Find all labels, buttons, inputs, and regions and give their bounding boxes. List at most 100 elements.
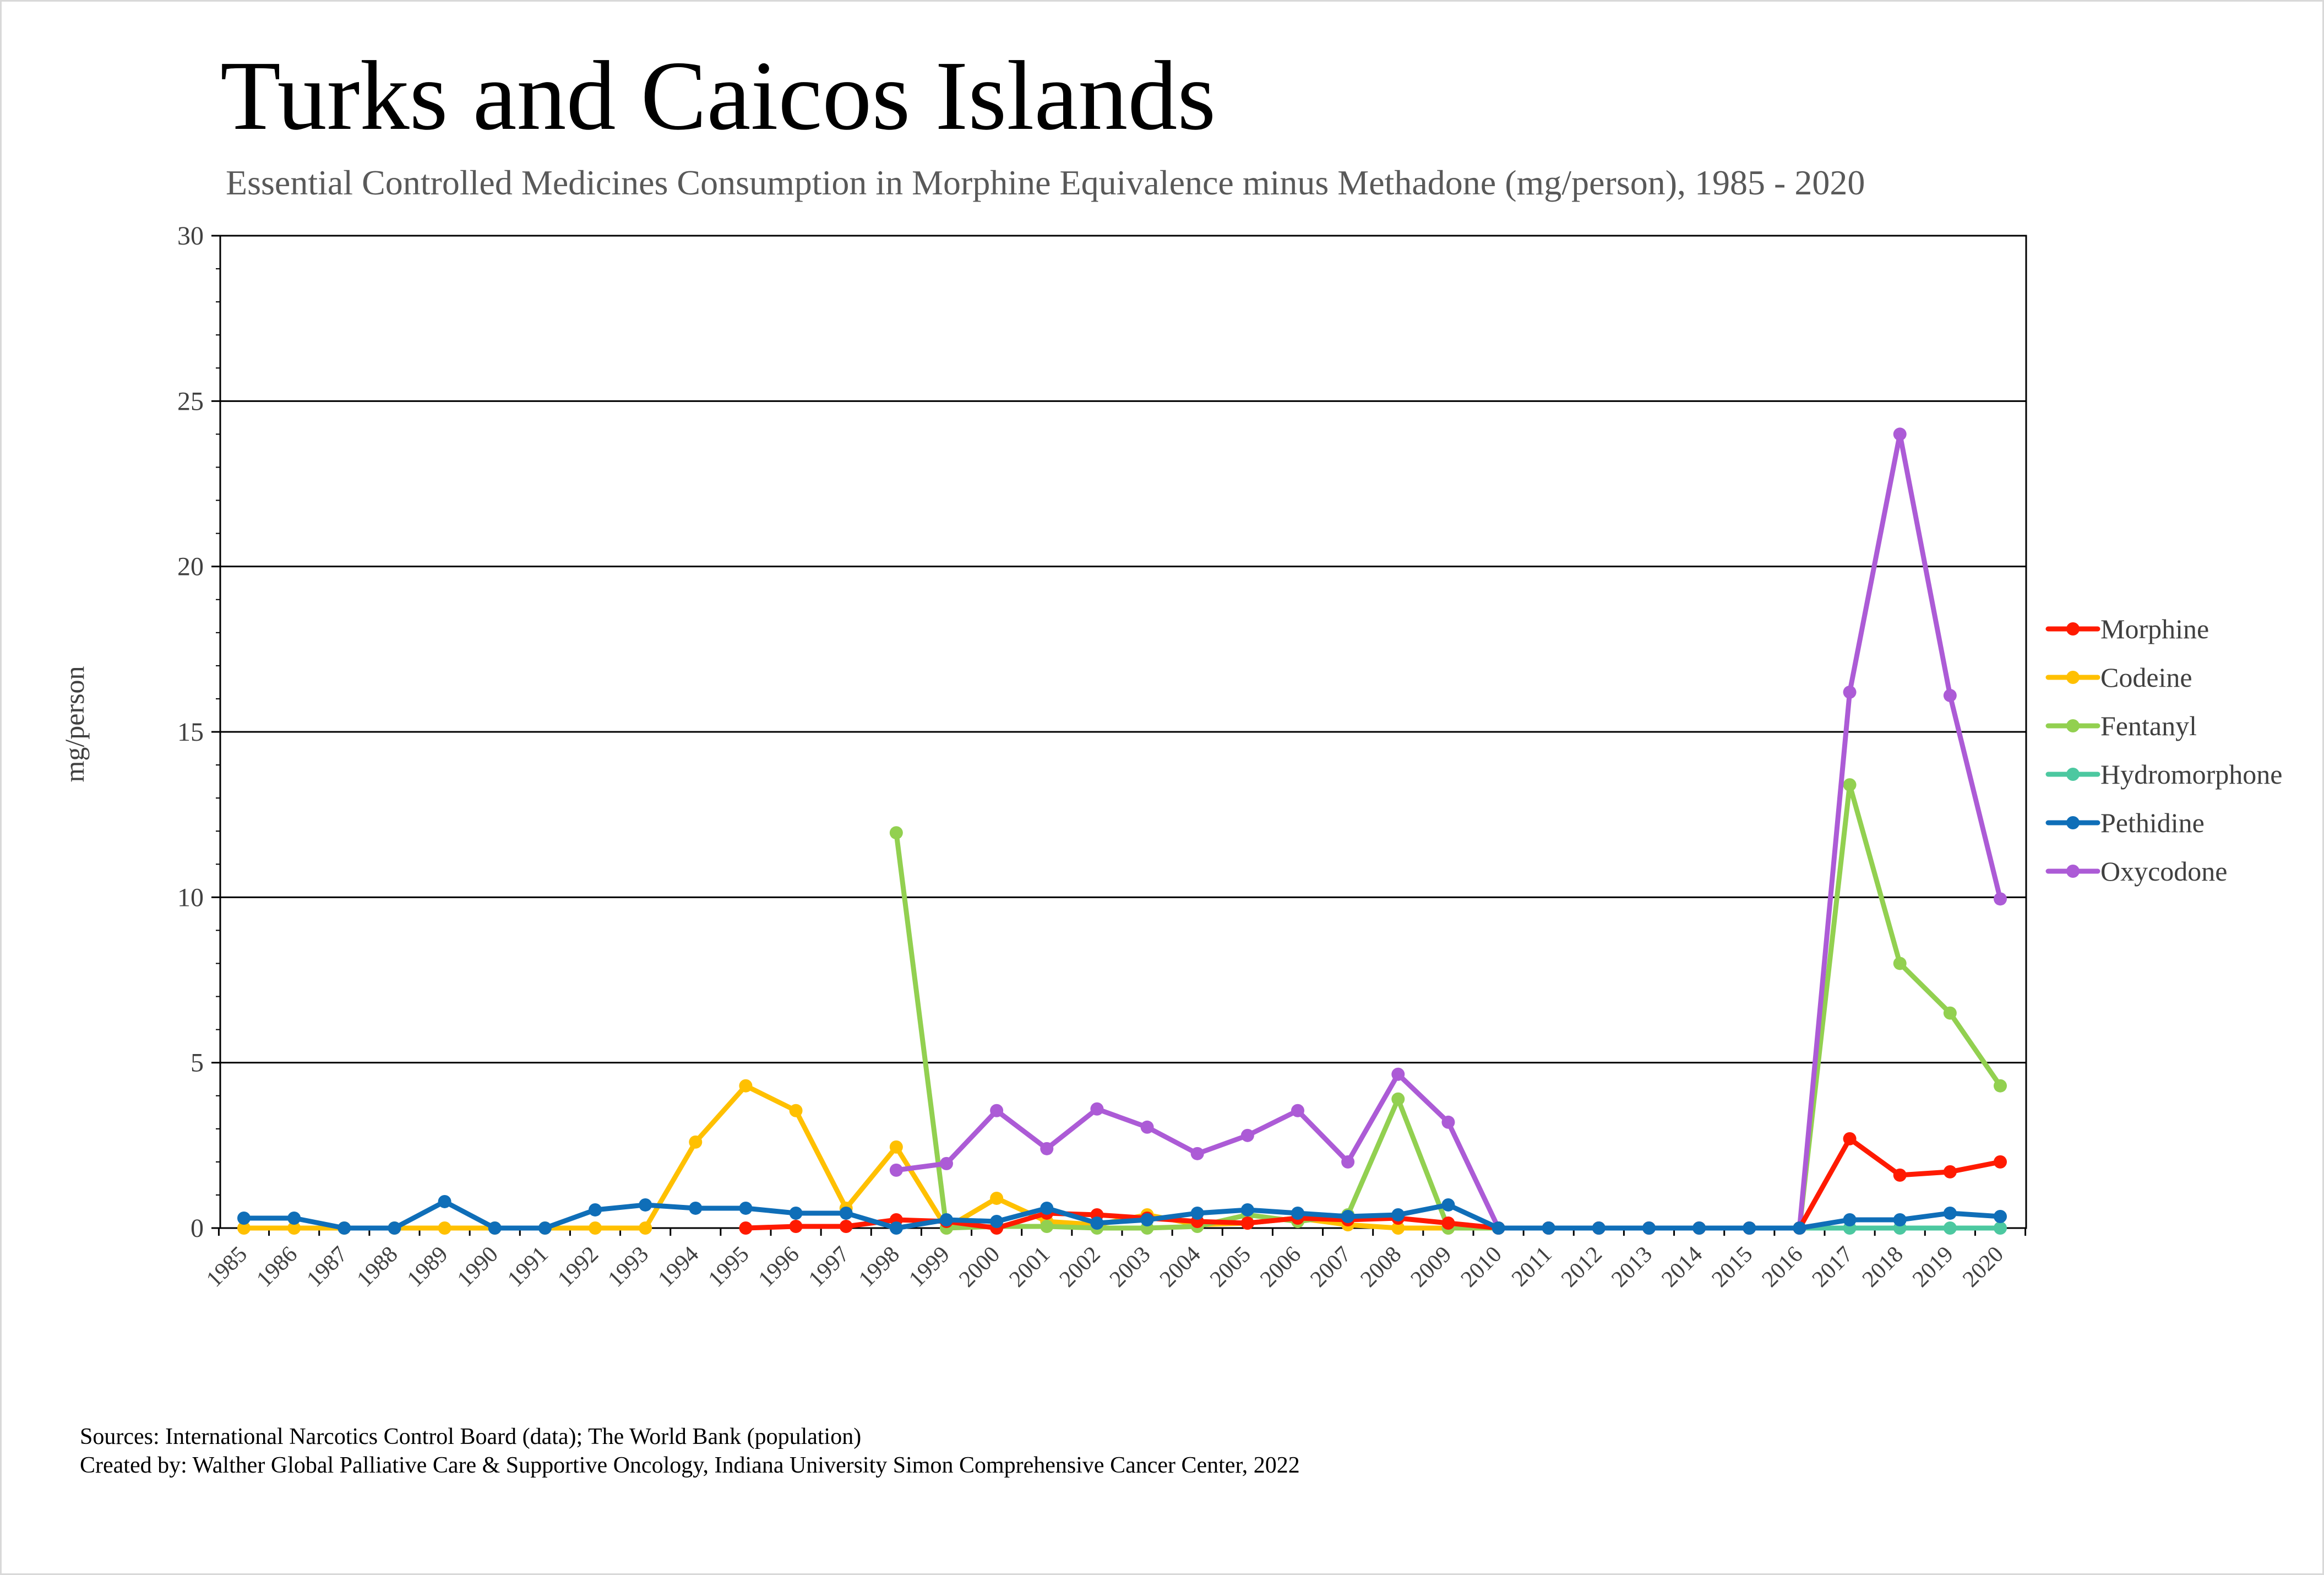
y-tick-label: 25 (177, 387, 204, 416)
x-tick-label: 2003 (1105, 1242, 1156, 1292)
fentanyl-point (1843, 778, 1857, 792)
x-tick-label: 2000 (954, 1242, 1005, 1292)
legend-marker-morphine (2066, 622, 2080, 636)
pethidine-point (789, 1206, 803, 1220)
pethidine-point (889, 1221, 903, 1235)
x-tick-label: 2019 (1908, 1242, 1958, 1292)
legend-item-oxycodone: Oxycodone (2045, 856, 2228, 887)
morphine-point (1893, 1168, 1907, 1182)
series-fentanyl (889, 778, 2007, 1235)
series-lines (237, 427, 2007, 1235)
legend-item-fentanyl: Fentanyl (2045, 710, 2197, 741)
pethidine-point (1291, 1206, 1304, 1220)
x-tick-label: 1989 (402, 1242, 453, 1292)
x-tick-label: 2013 (1607, 1242, 1657, 1292)
x-tick-label: 1993 (603, 1242, 654, 1292)
x-tick-label: 1985 (202, 1242, 252, 1292)
y-tick-label: 15 (177, 718, 204, 747)
legend-marker-hydromorphone (2066, 768, 2080, 781)
morphine-point (839, 1219, 853, 1233)
y-tick-label: 10 (177, 883, 204, 912)
x-tick-label: 1999 (904, 1242, 955, 1292)
pethidine-point (1843, 1213, 1857, 1226)
x-tick-label: 1988 (352, 1242, 403, 1292)
y-tick-label: 20 (177, 552, 204, 582)
pethidine-point (1542, 1221, 1555, 1235)
y-tick-labels: 0 5 10 15 20 25 30 (177, 221, 204, 1243)
pethidine-point (488, 1221, 502, 1235)
x-tick-label: 1995 (704, 1242, 754, 1292)
oxycodone-point (1140, 1120, 1154, 1134)
pethidine-point (1994, 1209, 2007, 1223)
codeine-point (639, 1221, 652, 1235)
oxycodone-point (940, 1156, 953, 1170)
legend-label-hydromorphone: Hydromorphone (2100, 759, 2283, 790)
x-tick-label: 2002 (1055, 1242, 1106, 1292)
x-tick-label: 2009 (1406, 1242, 1457, 1292)
legend-label-pethidine: Pethidine (2100, 807, 2205, 838)
x-tick-label: 1994 (653, 1242, 704, 1292)
pethidine-point (1140, 1213, 1154, 1226)
pethidine-point (689, 1201, 703, 1215)
x-tick-label: 2014 (1657, 1242, 1707, 1292)
oxycodone-point (1341, 1155, 1355, 1169)
pethidine-point (388, 1221, 401, 1235)
pethidine-point (739, 1201, 753, 1215)
x-tick-label: 2018 (1858, 1242, 1908, 1292)
x-tick-label: 2008 (1356, 1242, 1406, 1292)
morphine-point (739, 1221, 753, 1235)
x-tick-label: 2020 (1958, 1242, 2009, 1292)
fentanyl-point (889, 826, 903, 840)
oxycodone-point (889, 1163, 903, 1177)
codeine-point (990, 1191, 1004, 1205)
oxycodone-point (1291, 1104, 1304, 1117)
x-tick-label: 2016 (1757, 1242, 1808, 1292)
x-tick-labels: 1985 1986 1987 1988 1989 1990 1991 1992 1993 1994… (202, 1242, 2009, 1292)
codeine-point (589, 1221, 602, 1235)
pethidine-point (1793, 1221, 1806, 1235)
x-tick-label: 2015 (1707, 1242, 1757, 1292)
pethidine-point (1893, 1213, 1907, 1226)
x-tick-label: 2004 (1155, 1242, 1206, 1292)
x-tick-label: 2017 (1808, 1242, 1858, 1292)
pethidine-point (1943, 1206, 1957, 1220)
y-tick-label: 5 (191, 1049, 204, 1078)
oxycodone-point (1441, 1115, 1455, 1129)
sources-note: Sources: International Narcotics Control… (80, 1424, 862, 1449)
legend-label-morphine: Morphine (2100, 613, 2209, 644)
gridlines (220, 400, 2026, 1064)
fentanyl-point (1943, 1006, 1957, 1020)
codeine-point (1391, 1221, 1405, 1235)
pethidine-point (1240, 1203, 1254, 1216)
pethidine-point (1341, 1209, 1355, 1223)
pethidine-line (241, 1199, 2003, 1231)
hydromorphone-point (1994, 1221, 2007, 1235)
pethidine-point (940, 1213, 953, 1226)
pethidine-point (639, 1198, 652, 1212)
codeine-point (287, 1221, 301, 1235)
x-tick-label: 1996 (754, 1242, 804, 1292)
y-tick-label: 0 (191, 1214, 204, 1243)
legend-label-codeine: Codeine (2100, 662, 2192, 693)
morphine-point (1943, 1165, 1957, 1178)
x-tick-label: 2011 (1507, 1242, 1557, 1292)
pethidine-point (1492, 1221, 1505, 1235)
pethidine-point (1441, 1198, 1455, 1212)
oxycodone-point (1190, 1147, 1204, 1160)
pethidine-point (1040, 1201, 1054, 1215)
pethidine-point (287, 1211, 301, 1225)
legend-item-morphine: Morphine (2045, 613, 2209, 644)
morphine-point (1441, 1216, 1455, 1230)
x-tick-label: 2007 (1305, 1242, 1356, 1292)
codeine-point (889, 1140, 903, 1154)
pethidine-point (990, 1214, 1004, 1228)
pethidine-point (538, 1221, 552, 1235)
axes (211, 235, 2027, 1236)
pethidine-point (338, 1221, 351, 1235)
oxycodone-line (894, 431, 2003, 1231)
legend-label-fentanyl: Fentanyl (2100, 710, 2197, 741)
x-tick-label: 2012 (1556, 1242, 1607, 1292)
oxycodone-point (1843, 685, 1857, 699)
fentanyl-point (1391, 1092, 1405, 1106)
